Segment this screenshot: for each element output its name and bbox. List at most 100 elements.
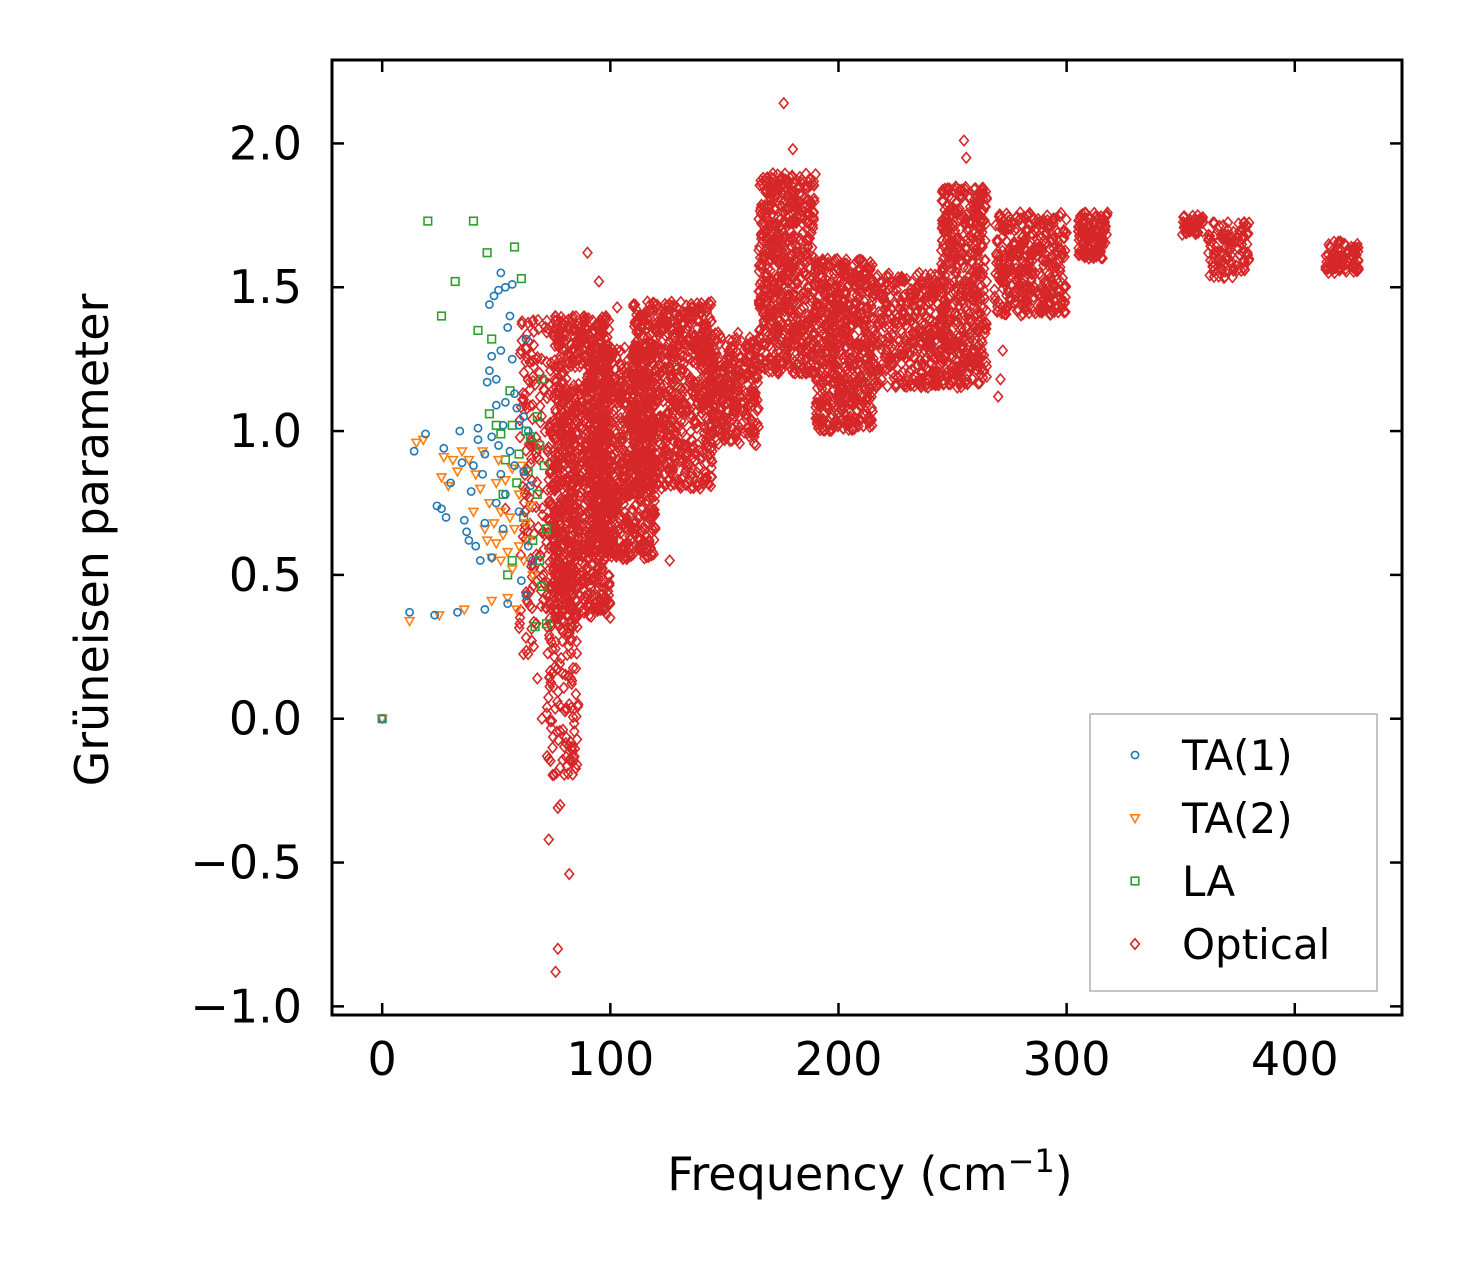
data-point-optical (578, 584, 590, 598)
data-point-optical (570, 687, 582, 701)
data-point-optical (548, 509, 560, 523)
data-point-optical (899, 274, 910, 288)
data-point-optical (643, 474, 655, 488)
data-point-optical (634, 510, 646, 524)
data-point-optical (517, 647, 529, 661)
data-point-optical (646, 548, 658, 562)
data-point-optical (568, 485, 580, 499)
data-point-optical (665, 370, 677, 383)
data-point-optical (738, 396, 750, 410)
data-point-optical (697, 446, 709, 460)
data-point-optical (554, 551, 566, 565)
data-point-optical (567, 323, 579, 337)
data-point-optical (579, 326, 591, 340)
data-point-optical (598, 362, 610, 376)
data-point-optical (558, 502, 570, 516)
data-point-optical (758, 253, 770, 267)
data-point-optical (687, 451, 699, 465)
data-point-optical (521, 401, 533, 415)
data-point-optical (804, 173, 816, 187)
data-point-optical (629, 409, 641, 422)
data-point-optical (920, 379, 932, 393)
data-point-optical (796, 227, 808, 241)
data-point-optical (559, 704, 571, 718)
data-point-optical (534, 366, 545, 380)
data-point-optical (843, 414, 855, 428)
data-point-optical (548, 360, 560, 374)
data-point-optical (527, 354, 539, 368)
data-point-optical (548, 590, 560, 604)
data-point-optical (882, 270, 894, 284)
data-point-optical (741, 412, 753, 426)
data-point-optical (644, 319, 656, 333)
data-point-optical (696, 350, 708, 364)
data-point-optical (760, 184, 771, 197)
data-point-optical (787, 327, 799, 341)
data-point-optical (834, 301, 846, 315)
data-point-optical (638, 540, 649, 554)
data-point-optical (561, 561, 573, 575)
data-point-optical (876, 274, 888, 288)
data-point-optical (563, 573, 575, 587)
data-point-optical (579, 594, 591, 608)
data-point-optical (531, 475, 543, 489)
data-point-optical (911, 305, 922, 319)
data-point-optical (840, 321, 852, 335)
data-point-optical (846, 423, 858, 437)
data-point-optical (810, 371, 822, 385)
data-point-optical (679, 414, 690, 428)
data-point-optical (597, 433, 609, 447)
data-point-optical (825, 311, 837, 325)
data-point-optical (874, 337, 886, 351)
data-point-optical (866, 258, 878, 272)
data-point-optical (820, 272, 832, 286)
data-point-optical (642, 331, 654, 344)
data-point-optical (544, 632, 556, 646)
data-point-optical (631, 521, 643, 535)
data-point-optical (722, 405, 734, 419)
data-point-optical (886, 366, 898, 380)
data-point-optical (896, 341, 908, 355)
data-point-optical (748, 423, 760, 437)
data-point-optical (701, 436, 713, 450)
data-point-optical (596, 403, 608, 416)
data-point-optical (772, 168, 784, 182)
data-point-optical (730, 400, 742, 413)
data-point-optical (516, 317, 528, 331)
data-point-optical (645, 398, 657, 412)
data-point-optical (813, 315, 825, 328)
data-point-optical (570, 762, 582, 775)
data-point-optical (649, 430, 661, 444)
data-point-optical (848, 356, 860, 370)
data-point-optical (814, 423, 826, 437)
data-point-optical (807, 285, 819, 298)
data-point-optical (624, 540, 635, 554)
data-point-optical (568, 724, 580, 738)
data-point-optical (849, 329, 861, 343)
data-point-optical (588, 393, 600, 407)
data-point-optical (748, 437, 760, 451)
data-point-optical (549, 610, 561, 624)
data-point-optical (556, 634, 568, 648)
data-point-optical (861, 376, 873, 390)
data-point-optical (628, 320, 640, 333)
data-point-optical (656, 481, 667, 495)
data-point-optical (892, 289, 904, 303)
data-point-optical (828, 272, 839, 285)
data-point-optical (608, 524, 620, 538)
data-point-optical (912, 278, 924, 292)
data-point-optical (780, 243, 792, 257)
data-point-optical (691, 313, 703, 327)
data-point-optical (875, 291, 887, 305)
data-point-optical (831, 414, 843, 428)
data-point-optical (625, 549, 637, 563)
data-point-optical (905, 336, 917, 350)
data-point-optical (580, 330, 592, 344)
data-point-optical (639, 354, 651, 368)
data-point-optical (684, 395, 696, 409)
data-point-optical (849, 266, 861, 280)
data-point-optical (723, 389, 735, 403)
data-point-optical (836, 400, 848, 414)
data-point-optical (566, 632, 578, 646)
data-point-optical (544, 714, 556, 728)
